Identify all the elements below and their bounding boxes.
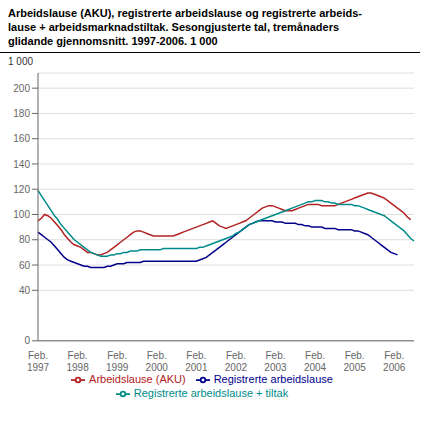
svg-text:Feb.2000: Feb.2000 — [146, 350, 169, 373]
svg-text:200: 200 — [13, 83, 30, 94]
svg-text:180: 180 — [13, 108, 30, 119]
svg-text:Feb.2004: Feb.2004 — [304, 350, 327, 373]
svg-text:100: 100 — [13, 209, 30, 220]
html-text:Arbeidslause (AKU): Arbeidslause (AKU) — [89, 372, 186, 385]
svg-text:Feb.1998: Feb.1998 — [66, 350, 89, 373]
svg-text:160: 160 — [13, 133, 30, 144]
svg-text:40: 40 — [19, 285, 31, 296]
svg-text:Feb.2006: Feb.2006 — [383, 350, 406, 373]
svg-text:60: 60 — [19, 260, 31, 271]
svg-text:Feb.1997: Feb.1997 — [27, 350, 50, 373]
svg-text:Feb.2001: Feb.2001 — [185, 350, 208, 373]
svg-text:Feb.2005: Feb.2005 — [344, 350, 367, 373]
html-text:Registrerte arbeidslause + til: Registrerte arbeidslause + tiltak — [133, 386, 289, 399]
svg-text:Feb.2003: Feb.2003 — [264, 350, 287, 373]
html-text:Registrerte arbeidslause: Registrerte arbeidslause — [213, 372, 333, 385]
html-text:1 000: 1 000 — [8, 56, 33, 67]
svg-text:80: 80 — [19, 234, 31, 245]
svg-text:120: 120 — [13, 184, 30, 195]
svg-text:Feb.2002: Feb.2002 — [225, 350, 248, 373]
svg-text:140: 140 — [13, 159, 30, 170]
html-text:Arbeidslause (AKU), registrert: Arbeidslause (AKU), registrerte arbeidsl… — [8, 7, 362, 47]
svg-text:0: 0 — [24, 335, 30, 346]
svg-text:Feb.1999: Feb.1999 — [106, 350, 129, 373]
